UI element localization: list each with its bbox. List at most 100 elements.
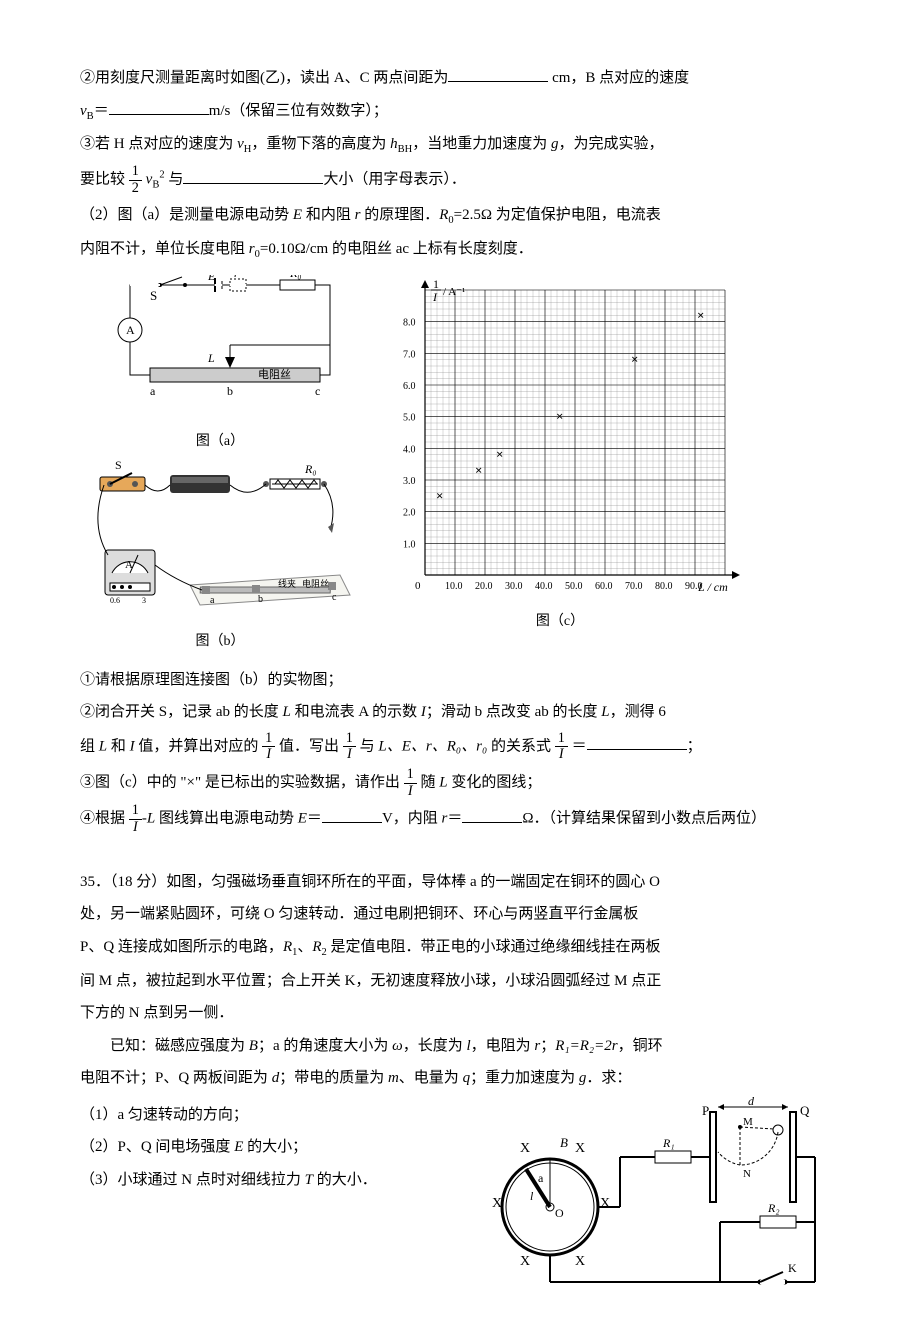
label-dianzusi: 电阻丝 bbox=[302, 578, 329, 589]
text: ．求： bbox=[586, 1070, 631, 1086]
q35-line5: 下方的 N 点到另一侧． bbox=[80, 999, 840, 1028]
label-K: K bbox=[788, 1261, 797, 1275]
x-mark: X bbox=[520, 1141, 530, 1156]
text: 要比较 bbox=[80, 172, 125, 188]
num: 1 bbox=[343, 731, 356, 748]
text: 已知：磁感应强度为 bbox=[110, 1038, 249, 1054]
den: I bbox=[343, 747, 356, 763]
svg-text:20.0: 20.0 bbox=[475, 581, 493, 592]
svg-text:70.0: 70.0 bbox=[625, 581, 643, 592]
label-L: L bbox=[207, 351, 215, 365]
text: ，为完成实验， bbox=[558, 136, 663, 152]
text: ＝ bbox=[447, 811, 462, 827]
var-v: v bbox=[80, 103, 87, 119]
q34-line2: vB＝m/s（保留三位有效数字）； bbox=[80, 97, 840, 127]
text: -L bbox=[142, 811, 155, 827]
label-E: E bbox=[207, 275, 216, 283]
text: 是定值电阻．带正电的小球通过绝缘细线挂在两板 bbox=[327, 939, 661, 955]
blank-vB bbox=[109, 99, 209, 115]
text: ③若 H 点对应的速度为 bbox=[80, 136, 237, 152]
figure-row: S E r R₀ A L 电阻丝 a bbox=[80, 275, 840, 656]
text: 和电流表 A 的示数 bbox=[291, 704, 421, 720]
label-A: A bbox=[125, 559, 133, 571]
svg-text:/ A⁻¹: / A⁻¹ bbox=[443, 286, 465, 298]
var: R bbox=[439, 207, 448, 223]
blank-AC bbox=[448, 66, 548, 82]
svg-text:90.0: 90.0 bbox=[685, 581, 703, 592]
svg-text:50.0: 50.0 bbox=[565, 581, 583, 592]
q34-line4: 要比较 12 vB2 与大小（用字母表示）． bbox=[80, 164, 840, 196]
frac-1I: 1I bbox=[404, 767, 417, 799]
var: R bbox=[312, 939, 321, 955]
text: ，测得 6 bbox=[610, 704, 666, 720]
sub: 1 bbox=[292, 947, 297, 958]
svg-text:6.0: 6.0 bbox=[403, 381, 416, 392]
text: 的关系式 bbox=[487, 738, 551, 754]
text: ；滑动 b 点改变 ab 的长度 bbox=[426, 704, 601, 720]
text: ；重力加速度为 bbox=[470, 1070, 579, 1086]
frac-1I: 1I bbox=[555, 731, 568, 763]
text: m/s（保留三位有效数字）； bbox=[209, 103, 388, 119]
text: 值，并算出对应的 bbox=[135, 738, 259, 754]
var: ω bbox=[392, 1038, 403, 1054]
q35-line1: 35．（18 分）如图，匀强磁场垂直铜环所在的平面，导体棒 a 的一端固定在铜环… bbox=[80, 868, 840, 897]
svg-text:40.0: 40.0 bbox=[535, 581, 553, 592]
text: 值．写出 bbox=[279, 738, 339, 754]
label-A: A bbox=[126, 323, 135, 337]
text: ②闭合开关 S，记录 ab 的长度 bbox=[80, 704, 283, 720]
text: V，内阻 bbox=[382, 811, 442, 827]
text: ③图（c）中的 "×" 是已标出的实验数据，请作出 bbox=[80, 775, 400, 791]
label-r: r bbox=[234, 275, 239, 280]
svg-text:×: × bbox=[697, 307, 704, 322]
svg-text:×: × bbox=[436, 487, 443, 502]
svg-text:×: × bbox=[496, 446, 503, 461]
var: L bbox=[99, 738, 107, 754]
q34-sub4: ④根据 1I-L 图线算出电源电动势 E＝V，内阻 r＝Ω．（计算结果保留到小数… bbox=[80, 803, 840, 835]
svg-text:30.0: 30.0 bbox=[505, 581, 523, 592]
fig-c-col: 1I/ A⁻¹L / cm10.020.030.040.050.060.070.… bbox=[380, 275, 740, 636]
label-M: M bbox=[743, 1116, 753, 1128]
x-mark: X bbox=[575, 1254, 585, 1269]
frac-1I: 1I bbox=[129, 803, 142, 835]
scale-r: 3 bbox=[142, 596, 146, 605]
label-R0: R₀ bbox=[304, 462, 317, 476]
label-Q: Q bbox=[800, 1103, 810, 1118]
x-mark: X bbox=[520, 1254, 530, 1269]
vars: L、E、r、R₀、r₀ bbox=[378, 738, 487, 754]
frac-1I: 1I bbox=[262, 731, 275, 763]
text: 与 bbox=[360, 738, 379, 754]
text: 电阻不计；P、Q 两板间距为 bbox=[80, 1070, 272, 1086]
var: T bbox=[305, 1172, 313, 1188]
num: 1 bbox=[555, 731, 568, 748]
text: ；带电的质量为 bbox=[279, 1070, 388, 1086]
q35-known1: 已知：磁感应强度为 B；a 的角速度大小为 ω，长度为 l，电阻为 r；R₁=R… bbox=[80, 1032, 840, 1061]
text: =0.10Ω/cm 的电阻丝 ac 上标有长度刻度． bbox=[260, 241, 533, 257]
den: I bbox=[404, 784, 417, 800]
q35-line2: 处，另一端紧贴圆环，可绕 O 匀速转动．通过电刷把铜环、环心与两竖直平行金属板 bbox=[80, 900, 840, 929]
text: ，电阻为 bbox=[471, 1038, 535, 1054]
sub: B bbox=[87, 111, 94, 122]
blank-E bbox=[322, 807, 382, 823]
fig-c: 1I/ A⁻¹L / cm10.020.030.040.050.060.070.… bbox=[380, 275, 740, 605]
svg-text:7.0: 7.0 bbox=[403, 349, 416, 360]
label-a: a bbox=[210, 595, 215, 606]
text: ②用刻度尺测量距离时如图(乙)，读出 A、C 两点间距为 bbox=[80, 70, 448, 86]
label-wire: 电阻丝 bbox=[258, 368, 291, 381]
text: 的原理图． bbox=[360, 207, 439, 223]
frac-half: 12 bbox=[129, 164, 142, 196]
label-S: S bbox=[150, 288, 157, 303]
label-xianjia: 线夹 bbox=[278, 578, 296, 589]
den: I bbox=[129, 820, 142, 836]
label-R1: R₁ bbox=[662, 1136, 675, 1150]
text: P、Q 连接成如图所示的电路， bbox=[80, 939, 283, 955]
text: 的大小； bbox=[243, 1139, 307, 1155]
den: I bbox=[555, 747, 568, 763]
fig-a-caption: 图（a） bbox=[196, 429, 244, 456]
var: v bbox=[237, 136, 244, 152]
text: ，铜环 bbox=[618, 1038, 663, 1054]
q35-p2: （2）P、Q 间电场强度 E 的大小； bbox=[80, 1133, 460, 1162]
fig-b: S R₀ A 0.6 3 bbox=[80, 455, 360, 625]
text: ，当地重力加速度为 bbox=[412, 136, 551, 152]
label-a: a bbox=[538, 1171, 544, 1185]
text: ④根据 bbox=[80, 811, 125, 827]
